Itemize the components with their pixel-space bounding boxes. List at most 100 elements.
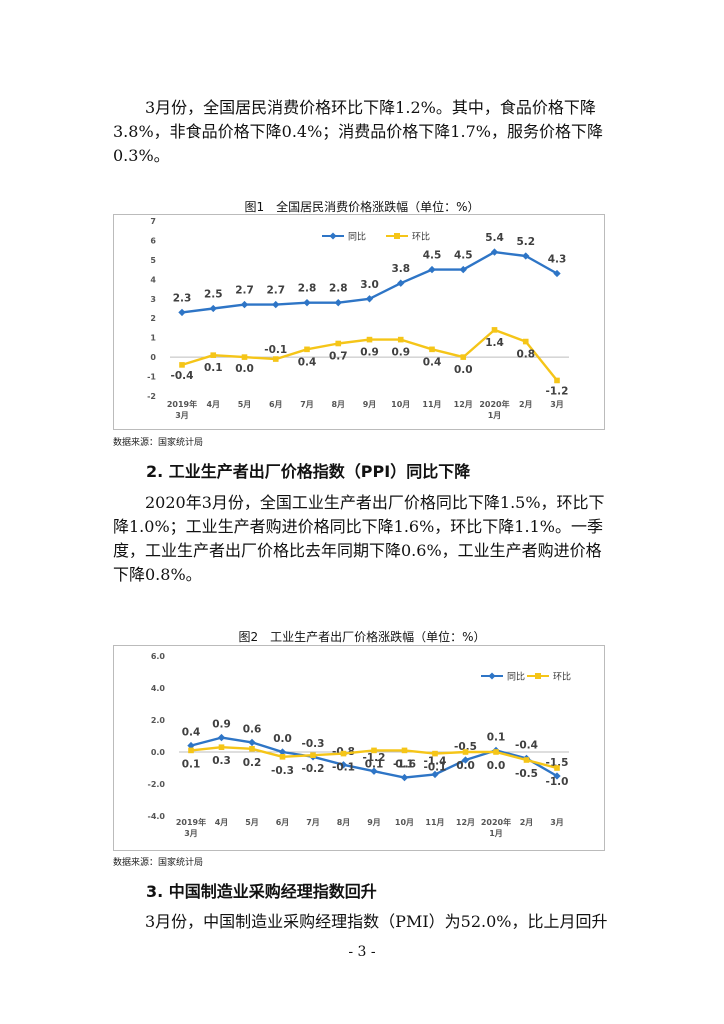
ppi-frame [113,645,605,851]
page-number: - 3 - [348,944,376,960]
ppi-data-label: -0.1 [332,762,355,774]
paragraph-cpi-mom: 3月份，全国居民消费价格环比下降1.2%。其中，食品价格下降3.8%，非食品价格… [113,98,603,165]
cpi-xtick: 7月 [300,400,314,409]
ppi-xtick: 2月 [520,818,534,827]
cpi-legend-marker [329,232,337,240]
cpi-chart: 7 6 5 4 3 2 1 0 -1 -2 2019年 3月 4月 5月 6月 7月 8月 9月 10月 11月 12月… [113,214,605,430]
cpi-data-label: 1.4 [485,337,504,349]
cpi-data-label: 0.8 [516,349,535,361]
cpi-ytick: 0 [150,353,156,362]
ppi-data-label: 0.6 [243,723,262,735]
cpi-data-label: 4.5 [423,250,442,262]
cpi-frame [113,214,605,430]
cpi-data-label: 3.0 [360,279,379,291]
cpi-data-label: 0.4 [298,356,317,368]
cpi-data-label: 2.8 [329,283,348,295]
cpi-data-label: 0.7 [329,351,348,363]
ppi-data-label: -1.0 [546,776,569,788]
ppi-data-label: -1.2 [363,752,386,764]
cpi-data-label: -1.2 [546,385,569,397]
cpi-point-tongbi [334,298,342,307]
paragraph-ppi: 2020年3月份，全国工业生产者出厂价格同比下降1.5%，环比下降1.0%；工业… [113,493,605,584]
figure-2-caption: 图2 工业生产者出厂价格涨跌幅（单位：%） [238,630,486,644]
ppi-point-huanbi [432,750,438,757]
cpi-legend-label: 同比 [348,231,366,243]
ppi-xtick: 7月 [306,818,320,827]
ppi-data-label: 0.1 [395,758,414,770]
ppi-point-huanbi [462,749,469,755]
ppi-data-label: 0.1 [182,758,201,770]
ppi-xtick: 2020年 [481,817,511,827]
cpi-point-tongbi [303,298,311,307]
cpi-ytick: 3 [150,295,156,304]
ppi-chart: 6.0 4.0 2.0 0.0 -2.0 -4.0 2019年 3月 4月 5月 6月 7月 8月 9月 1… [113,645,605,851]
cpi-data-label: 2.3 [173,292,192,304]
cpi-xtick: 1月 [488,411,502,420]
cpi-data-label: -0.1 [264,344,287,356]
cpi-point-huanbi [241,354,248,360]
cpi-xtick: 5月 [238,400,252,409]
cpi-point-tongbi [490,248,499,256]
cpi-point-huanbi [366,336,373,343]
ppi-data-label: 0.3 [212,755,231,767]
ppi-point-huanbi [249,746,255,752]
cpi-point-huanbi [397,336,404,343]
cpi-data-label: 0.0 [454,364,473,376]
cpi-point-tongbi [428,265,436,274]
cpi-data-label: 4.3 [548,254,567,266]
cpi-xtick: 6月 [269,400,283,409]
cpi-point-tongbi [365,295,374,303]
cpi-point-huanbi [429,346,435,353]
ppi-data-label: 0.0 [273,733,292,745]
ppi-point-tongbi [400,773,409,782]
ppi-data-label: 0.2 [243,757,262,769]
ppi-xtick: 3月 [184,829,198,838]
ppi-ytick: 4.0 [151,684,166,693]
cpi-point-tongbi [459,265,467,274]
cpi-xtick: 3月 [550,400,564,409]
ppi-xtick: 3月 [550,818,564,827]
cpi-xtick: 9月 [363,400,377,409]
ppi-point-tongbi [370,767,378,775]
cpi-data-label: -0.4 [171,370,194,382]
cpi-ytick: -1 [147,373,156,382]
ppi-ytick: -4.0 [148,812,166,821]
ppi-point-huanbi [188,747,194,754]
ppi-xtick: 4月 [215,818,229,827]
cpi-point-huanbi [522,338,529,345]
ppi-point-tongbi [187,741,195,750]
cpi-xtick: 10月 [391,400,410,409]
ppi-xtick: 6月 [276,818,290,827]
cpi-xtick: 3月 [175,411,189,420]
cpi-legend-marker [394,233,400,239]
ppi-data-label: 0.0 [487,760,506,772]
cpi-data-label: 5.4 [485,232,504,244]
ppi-data-label: 0.1 [365,758,384,770]
cpi-data-label: 0.4 [423,356,442,368]
ppi-point-tongbi [217,733,226,742]
ppi-xtick: 11月 [425,818,444,827]
ppi-ytick: 2.0 [151,716,166,725]
ppi-data-label: -0.1 [424,762,447,774]
ppi-xtick: 10月 [395,818,414,827]
cpi-data-label: 2.5 [204,289,223,301]
cpi-ytick: 6 [150,236,156,245]
ppi-point-huanbi [218,744,225,750]
cpi-xtick: 2月 [519,400,533,409]
ppi-ytick: 0.0 [151,748,166,757]
cpi-xtick: 11月 [422,400,441,409]
cpi-legend-label: 环比 [412,231,430,243]
ppi-legend-marker [535,673,541,679]
cpi-data-label: 2.7 [266,285,285,297]
ppi-ytick: 6.0 [151,652,166,661]
ppi-point-huanbi [401,747,408,754]
cpi-ytick: 2 [150,314,156,323]
cpi-data-label: 4.5 [454,250,473,262]
heading-ppi: 2. 工业生产者出厂价格指数（PPI）同比下降 [146,462,471,481]
cpi-point-huanbi [272,356,279,362]
ppi-point-huanbi [340,750,347,757]
cpi-data-label: 3.8 [391,263,410,275]
cpi-data-label: 0.9 [391,347,410,359]
ppi-xtick: 2019年 [176,817,206,827]
ppi-data-label: 0.4 [182,727,201,739]
